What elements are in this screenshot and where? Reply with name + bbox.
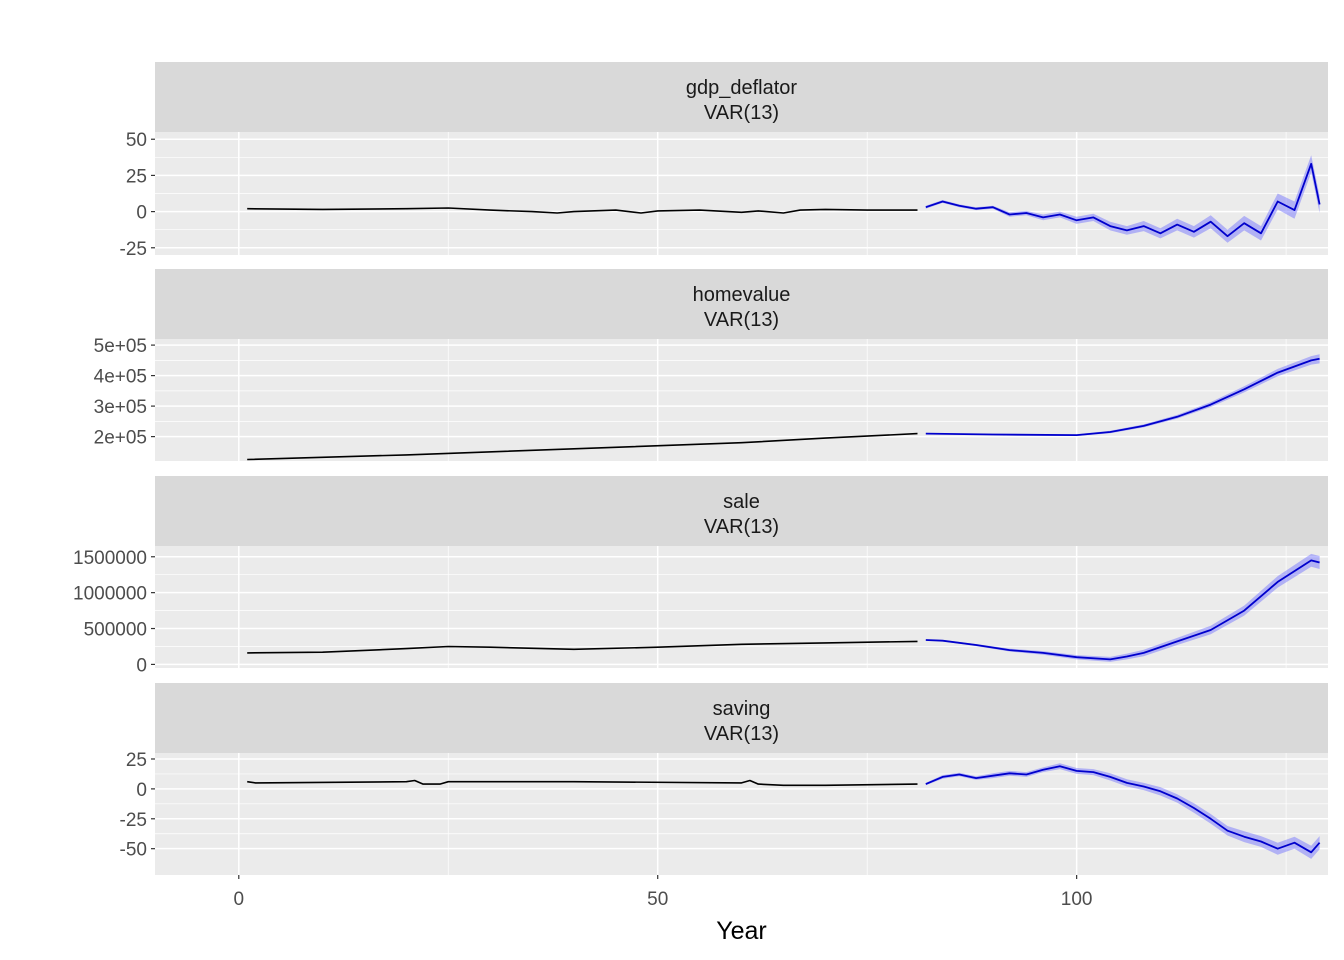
x-tick-label: 100: [1061, 889, 1093, 910]
history-series-line: [247, 207, 918, 214]
facet-panel-saving: saving VAR(13) -50 -25 0 25: [120, 683, 1328, 875]
history-series-line: [247, 779, 918, 787]
facet-strip-subtitle: VAR(13): [704, 516, 779, 538]
facet-strip-subtitle: VAR(13): [704, 723, 779, 745]
y-tick-label: 50: [126, 130, 147, 151]
forecast-interval-band: [925, 553, 1320, 662]
forecast-series-line: [925, 162, 1321, 238]
forecast-series-line: [925, 765, 1321, 854]
y-tick-label: -25: [120, 239, 147, 260]
facet-strip: [155, 683, 1328, 753]
facet-strip-subtitle: VAR(13): [704, 309, 779, 331]
panel-background: [155, 339, 1328, 461]
facet-strip: [155, 62, 1328, 132]
y-tick-label: -25: [120, 810, 147, 831]
x-axis-title: Year: [716, 917, 767, 945]
forecast-series-line: [925, 559, 1320, 661]
y-tick-label: 3e+05: [94, 397, 147, 418]
x-tick-label: 50: [647, 889, 668, 910]
y-tick-label: 4e+05: [94, 367, 147, 388]
forecast-series-line: [925, 357, 1320, 436]
y-tick-label: -50: [120, 840, 147, 861]
history-series-line: [247, 432, 918, 461]
facet-strip: [155, 476, 1328, 546]
panel-background: [155, 753, 1328, 875]
y-tick-label: 500000: [84, 620, 147, 641]
facet-strip-title: homevalue: [693, 284, 791, 306]
y-tick-label: 0: [136, 655, 147, 676]
facet-strip-title: saving: [713, 698, 771, 720]
facet-panel-gdp_deflator: gdp_deflator VAR(13) -25 0 25 50: [120, 62, 1328, 260]
y-tick-label: 25: [126, 750, 147, 771]
facet-panel-homevalue: homevalue VAR(13) 2e+05 3e+05 4e+05 5e+05: [94, 269, 1328, 461]
facet-panel-sale: sale VAR(13) 0 500000 1000000 1500000: [73, 476, 1328, 676]
y-tick-label: 2e+05: [94, 428, 147, 449]
y-tick-label: 5e+05: [94, 336, 147, 357]
history-series-line: [247, 640, 918, 654]
facet-strip: [155, 269, 1328, 339]
y-tick-label: 0: [136, 780, 147, 801]
facet-strip-title: sale: [723, 491, 760, 513]
y-tick-label: 1500000: [73, 548, 147, 569]
facet-strip-title: gdp_deflator: [686, 77, 798, 99]
forecast-interval-band: [925, 155, 1320, 243]
panel-background: [155, 546, 1328, 668]
facet-strip-subtitle: VAR(13): [704, 102, 779, 124]
y-tick-label: 0: [136, 203, 147, 224]
x-tick-label: 0: [233, 889, 244, 910]
y-tick-label: 1000000: [73, 584, 147, 605]
y-tick-label: 25: [126, 166, 147, 187]
